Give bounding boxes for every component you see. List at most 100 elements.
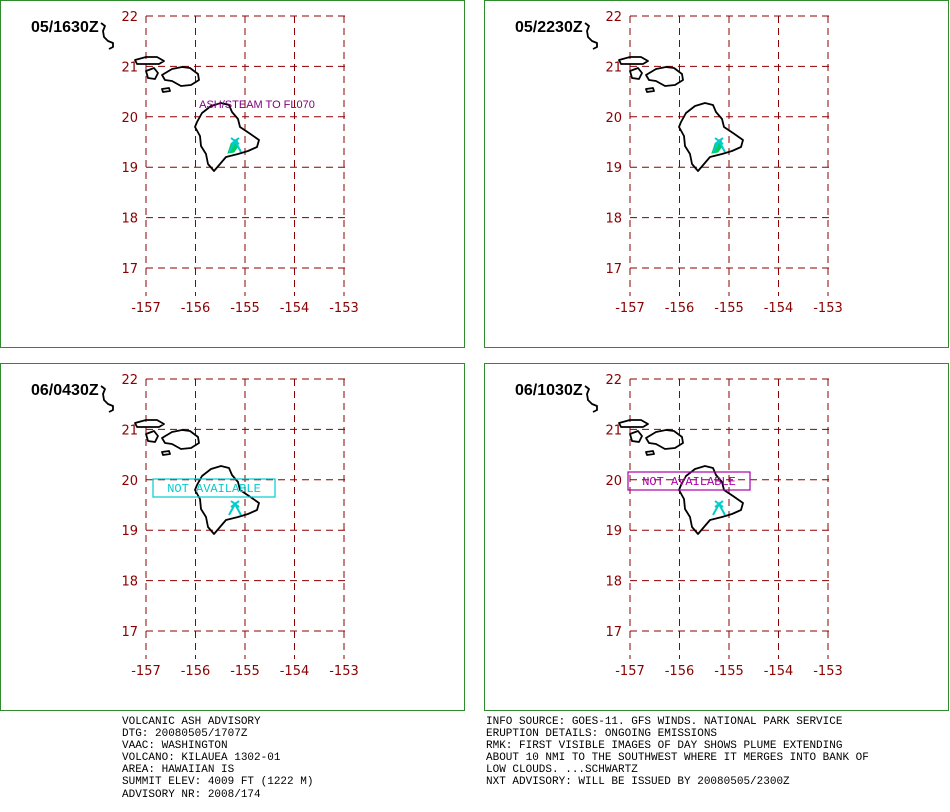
lon-tick-label: -155 [230, 301, 260, 316]
lon-tick-label: -154 [764, 301, 794, 316]
forecast-panel-0610: 22 21 20 19 18 17 -157 -156 -155 -154 -153 NOT AVAI… [484, 363, 949, 711]
lat-tick-label: 19 [605, 161, 622, 176]
lat-tick-label: 21 [605, 423, 622, 438]
lat-tick-label: 20 [605, 111, 622, 126]
lat-tick-label: 18 [121, 575, 138, 590]
lat-tick-label: 19 [605, 524, 622, 539]
lat-tick-label: 18 [605, 212, 622, 227]
lat-tick-label: 21 [121, 60, 138, 75]
volcano-icon [228, 500, 242, 516]
panel-time-label: 05/1630Z [31, 19, 99, 36]
lat-tick-label: 19 [121, 524, 138, 539]
map-svg: 22 21 20 19 18 17 -157 -156 -155 -154 -153 [584, 10, 843, 316]
lat-tick-label: 20 [605, 474, 622, 489]
lanai-coast [629, 430, 643, 443]
oahu-coast [584, 22, 598, 50]
oahu-coast [100, 385, 114, 413]
lat-tick-label: 17 [605, 625, 622, 640]
lat-tick-label: 20 [121, 474, 138, 489]
annotation-box [627, 471, 751, 491]
lat-tick-label: 22 [121, 10, 138, 25]
forecast-panel-0522: 22 21 20 19 18 17 -157 -156 -155 -154 -153 05/2230Z [484, 0, 949, 348]
advisory-line: ADVISORY NR: 2008/174 [122, 788, 261, 801]
lon-tick-label: -153 [813, 664, 843, 679]
advisory-line: LOW CLOUDS. ...SCHWARTZ [486, 764, 638, 777]
maui-coast [161, 429, 200, 450]
volcano-icon [228, 137, 242, 153]
lat-tick-label: 18 [121, 212, 138, 227]
annotation-box [152, 478, 276, 498]
kahoolawe-coast [645, 450, 655, 456]
map-svg: 22 21 20 19 18 17 -157 -156 -155 -154 -153 ASH/STEA… [100, 10, 359, 316]
lat-tick-label: 17 [121, 262, 138, 277]
lon-tick-label: -156 [181, 664, 211, 679]
oahu-coast [584, 385, 598, 413]
map-svg: 22 21 20 19 18 17 -157 -156 -155 -154 -153 NOT AVAI… [584, 373, 843, 679]
lanai-coast [145, 430, 159, 443]
lon-tick-label: -154 [280, 664, 310, 679]
big-island-coast [678, 102, 744, 172]
advisory-line: DTG: 20080505/1707Z [122, 728, 248, 741]
lon-tick-label: -153 [329, 301, 359, 316]
big-island-coast [194, 465, 260, 535]
lanai-coast [145, 67, 159, 80]
advisory-line: VOLCANO: KILAUEA 1302-01 [122, 752, 281, 765]
advisory-line: ERUPTION DETAILS: ONGOING EMISSIONS [486, 728, 718, 741]
kahoolawe-coast [645, 87, 655, 93]
lon-tick-label: -156 [181, 301, 211, 316]
lat-tick-label: 22 [605, 373, 622, 388]
lon-tick-label: -154 [280, 301, 310, 316]
volcano-icon [712, 137, 726, 153]
lon-tick-label: -155 [714, 301, 744, 316]
advisory-right-text: INFO SOURCE: GOES-11. GFS WINDS. NATIONA… [486, 716, 869, 789]
advisory-line: INFO SOURCE: GOES-11. GFS WINDS. NATIONA… [486, 716, 843, 728]
lat-tick-label: 20 [121, 111, 138, 126]
lat-tick-label: 18 [605, 575, 622, 590]
lon-tick-label: -156 [665, 664, 695, 679]
maui-coast [645, 429, 684, 450]
advisory-line: AREA: HAWAIIAN IS [122, 764, 235, 777]
volcano-icon [712, 500, 726, 516]
annotation-text: NOT AVAILABLE [642, 475, 736, 489]
map-svg: 22 21 20 19 18 17 -157 -156 -155 -154 -153 NOT AVAI… [100, 373, 359, 679]
lon-tick-label: -155 [714, 664, 744, 679]
molokai-coast [134, 419, 165, 428]
panel-time-label: 06/1030Z [515, 382, 583, 399]
lon-tick-label: -153 [813, 301, 843, 316]
advisory-line: VOLCANIC ASH ADVISORY [122, 716, 261, 728]
lon-tick-label: -154 [764, 664, 794, 679]
lon-tick-label: -157 [131, 301, 161, 316]
lat-tick-label: 21 [121, 423, 138, 438]
lon-tick-label: -157 [615, 664, 645, 679]
lanai-coast [629, 67, 643, 80]
advisory-line: NXT ADVISORY: WILL BE ISSUED BY 20080505… [486, 776, 790, 789]
advisory-line: RMK: FIRST VISIBLE IMAGES OF DAY SHOWS P… [486, 740, 843, 753]
panel-time-label: 06/0430Z [31, 382, 99, 399]
lon-tick-label: -156 [665, 301, 695, 316]
maui-coast [645, 66, 684, 87]
advisory-line: ABOUT 10 NMI TO THE SOUTHWEST WHERE IT M… [486, 752, 869, 765]
lon-tick-label: -155 [230, 664, 260, 679]
molokai-coast [134, 56, 165, 65]
kahoolawe-coast [161, 450, 171, 456]
molokai-coast [618, 419, 649, 428]
annotation-text: ASH/STEAM TO FL070 [199, 99, 315, 111]
big-island-coast [194, 102, 260, 172]
lon-tick-label: -153 [329, 664, 359, 679]
forecast-panel-0604: 22 21 20 19 18 17 -157 -156 -155 -154 -153 NOT AVAI… [0, 363, 465, 711]
oahu-coast [100, 22, 114, 50]
molokai-coast [618, 56, 649, 65]
lon-tick-label: -157 [131, 664, 161, 679]
big-island-coast [678, 465, 744, 535]
lon-tick-label: -157 [615, 301, 645, 316]
advisory-left-text: VOLCANIC ASH ADVISORY DTG: 20080505/1707… [122, 716, 313, 801]
advisory-line: VAAC: WASHINGTON [122, 740, 228, 753]
annotation-text: NOT AVAILABLE [167, 482, 261, 496]
lat-tick-label: 22 [121, 373, 138, 388]
kahoolawe-coast [161, 87, 171, 93]
maui-coast [161, 66, 200, 87]
lat-tick-label: 19 [121, 161, 138, 176]
lat-tick-label: 17 [121, 625, 138, 640]
advisory-line: SUMMIT ELEV: 4009 FT (1222 M) [122, 776, 314, 789]
panel-time-label: 05/2230Z [515, 19, 583, 36]
